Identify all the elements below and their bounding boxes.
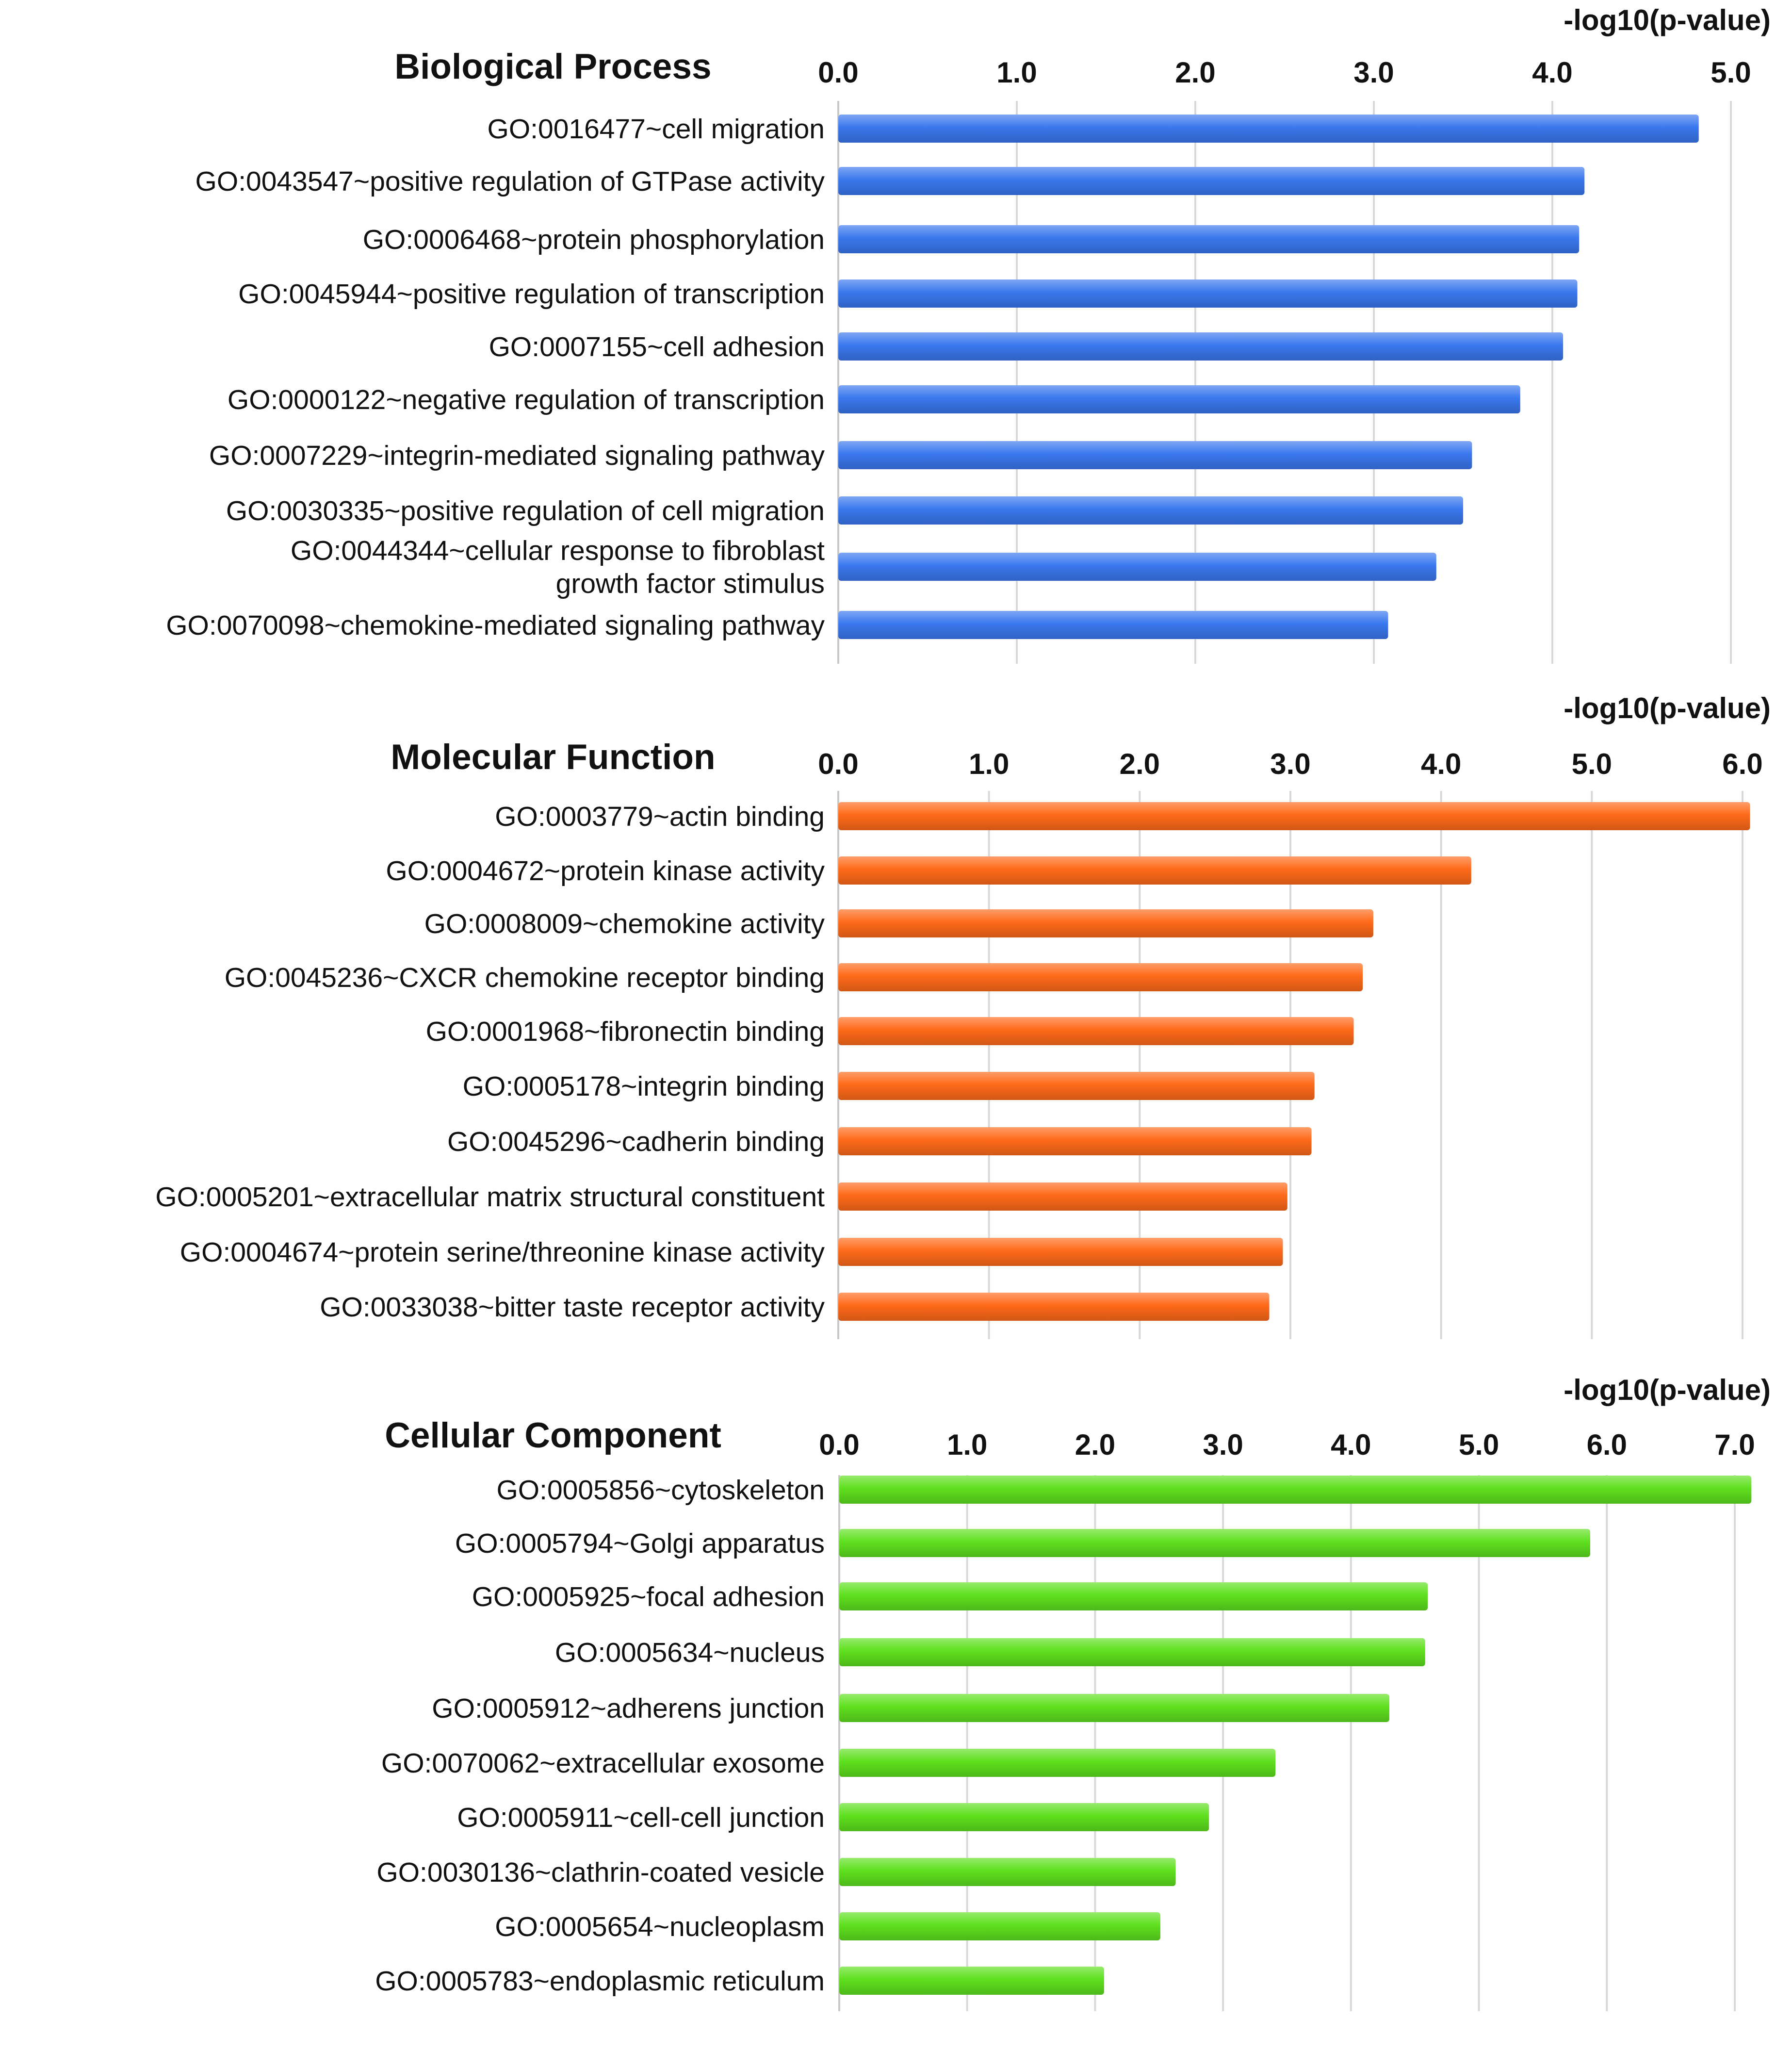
category-label: GO:0006468~protein phosphorylation [363, 224, 825, 255]
chart-panel: 0.0 1.0 2.0 3.0 4.0 5.0 Biological Process -log… [166, 4, 1771, 664]
bar [838, 1182, 1287, 1211]
category-label: GO:0004672~protein kinase activity [386, 855, 825, 886]
category-label: GO:0033038~bitter taste receptor activit… [320, 1292, 825, 1323]
category-label: GO:0016477~cell migration [488, 114, 825, 145]
category-label: GO:0004674~protein serine/threonine kina… [180, 1237, 825, 1268]
bar [839, 1582, 1428, 1610]
tick-label: 3.0 [1203, 1428, 1243, 1461]
panel-title: Biological Process [394, 47, 711, 86]
category-label: GO:0005856~cytoskeleton [496, 1475, 825, 1506]
tick-label: 2.0 [1120, 748, 1160, 780]
category-label: GO:0005794~Golgi apparatus [455, 1528, 825, 1559]
bar [838, 441, 1472, 469]
category-label: GO:0007155~cell adhesion [489, 331, 825, 362]
category-label: GO:0030136~clathrin-coated vesicle [376, 1857, 825, 1888]
category-label: GO:0043547~positive regulation of GTPase… [195, 166, 825, 197]
category-label: GO:0001968~fibronectin binding [426, 1016, 825, 1047]
bar [838, 332, 1564, 361]
category-label: GO:0030335~positive regulation of cell m… [226, 495, 825, 526]
category-label: GO:0007229~integrin-mediated signaling p… [209, 440, 825, 471]
bar [838, 553, 1436, 581]
category-label: GO:0045236~CXCR chemokine receptor bindi… [225, 962, 825, 993]
bar [838, 496, 1463, 525]
bar [838, 167, 1585, 195]
bar [838, 856, 1471, 885]
bar [838, 1017, 1354, 1045]
panel-title: Molecular Function [391, 738, 715, 777]
bar [838, 1127, 1312, 1155]
category-label: GO:0005912~adherens junction [432, 1693, 825, 1724]
category-label: GO:0005634~nucleus [555, 1637, 825, 1668]
category-label: GO:0070098~chemokine-mediated signaling … [166, 610, 825, 641]
bar [839, 1803, 1209, 1831]
bar [838, 279, 1578, 308]
chart-panel: 0.0 1.0 2.0 3.0 4.0 5.0 6.0 7.0 Cellular Compone… [375, 1374, 1771, 2011]
bar [838, 909, 1373, 937]
bar [839, 1529, 1591, 1557]
category-label: GO:0070062~extracellular exosome [381, 1748, 825, 1779]
bar [838, 1293, 1270, 1321]
tick-label: 7.0 [1714, 1428, 1755, 1461]
tick-label: 2.0 [1175, 56, 1215, 89]
tick-label: 3.0 [1353, 56, 1394, 89]
bar [839, 1912, 1160, 1940]
category-label: GO:0045944~positive regulation of transc… [238, 279, 825, 310]
tick-label: 1.0 [996, 56, 1037, 89]
bar [838, 963, 1363, 991]
x-axis-label: -log10(p-value) [1564, 4, 1771, 36]
bar [838, 802, 1750, 830]
bar [839, 1749, 1276, 1777]
tick-label: 1.0 [969, 748, 1009, 780]
tick-label: 0.0 [819, 1428, 859, 1461]
bar [838, 611, 1388, 639]
bar [839, 1638, 1425, 1666]
bar [838, 1072, 1315, 1100]
x-axis-label: -log10(p-value) [1564, 692, 1771, 724]
panel-title: Cellular Component [385, 1416, 721, 1455]
tick-label: 4.0 [1331, 1428, 1371, 1461]
tick-label: 5.0 [1711, 56, 1751, 89]
tick-label: 4.0 [1421, 748, 1461, 780]
tick-label: 5.0 [1459, 1428, 1499, 1461]
bar [839, 1967, 1104, 1995]
tick-label: 3.0 [1270, 748, 1310, 780]
category-label: GO:0008009~chemokine activity [424, 908, 825, 939]
bar [839, 1694, 1389, 1722]
category-label: GO:0005654~nucleoplasm [495, 1911, 825, 1942]
category-label: GO:0000122~negative regulation of transc… [228, 384, 825, 415]
tick-label: 4.0 [1532, 56, 1572, 89]
category-label: GO:0003779~actin binding [495, 801, 825, 832]
tick-label: 0.0 [818, 56, 858, 89]
bar [838, 1238, 1283, 1266]
tick-label: 6.0 [1587, 1428, 1627, 1461]
tick-label: 1.0 [947, 1428, 987, 1461]
category-label: GO:0005925~focal adhesion [472, 1581, 825, 1612]
category-label: GO:0005783~endoplasmic reticulum [375, 1966, 825, 1997]
category-label: GO:0044344~cellular response to fibrobla… [291, 535, 825, 566]
tick-label: 0.0 [818, 748, 858, 780]
x-axis-label: -log10(p-value) [1564, 1374, 1771, 1406]
category-label: growth factor stimulus [556, 568, 825, 599]
category-label: GO:0045296~cadherin binding [447, 1126, 825, 1157]
tick-label: 6.0 [1722, 748, 1762, 780]
category-label: GO:0005201~extracellular matrix structur… [155, 1182, 825, 1213]
bar [839, 1858, 1176, 1886]
bar [838, 385, 1520, 413]
bar [838, 225, 1580, 253]
category-label: GO:0005911~cell-cell junction [457, 1802, 825, 1833]
tick-label: 5.0 [1572, 748, 1612, 780]
chart-panel: 0.0 1.0 2.0 3.0 4.0 5.0 6.0 Molecular Function -… [155, 692, 1771, 1339]
bar [839, 1476, 1752, 1504]
tick-label: 2.0 [1075, 1428, 1115, 1461]
bar [838, 115, 1699, 143]
category-label: GO:0005178~integrin binding [463, 1071, 825, 1102]
